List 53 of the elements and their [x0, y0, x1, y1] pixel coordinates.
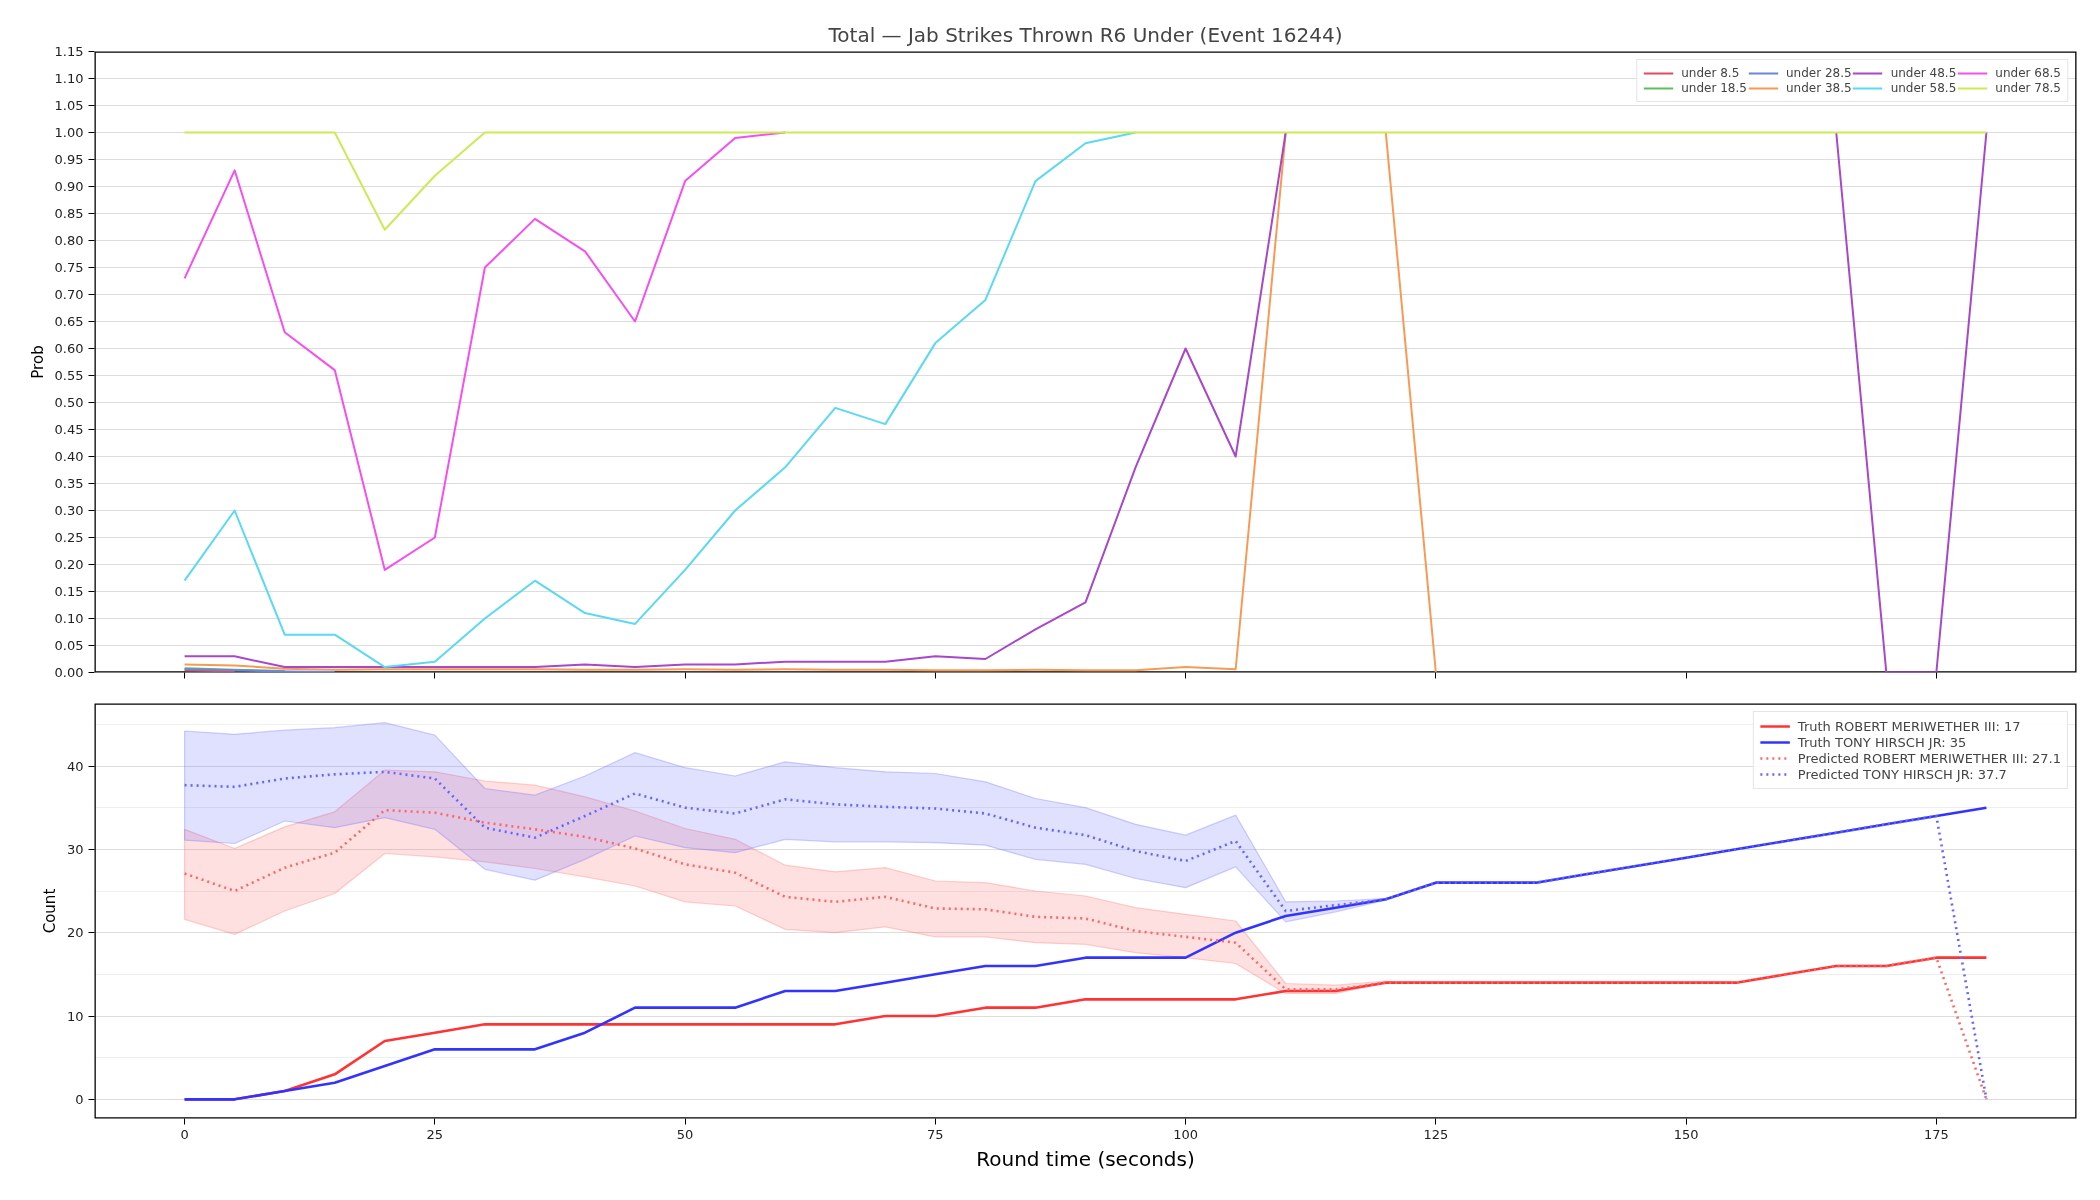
y-tick-label: 30 [66, 841, 84, 857]
legend-label: under 78.5 [1995, 81, 2061, 95]
y-tick-label: 0.35 [54, 476, 84, 491]
y-tick-label: 0.05 [54, 638, 84, 653]
legend-label: under 18.5 [1681, 81, 1747, 95]
y-tick-label: 0.40 [54, 449, 84, 464]
y-tick-label: 0.70 [54, 287, 84, 302]
legend-label: under 28.5 [1785, 66, 1852, 80]
y-tick-label: 1.00 [54, 125, 84, 140]
legend-label: under 8.5 [1681, 66, 1740, 80]
legend-label: Predicted ROBERT MERIWETHER III: 27.1 [1797, 750, 2061, 766]
x-tick-label: 25 [426, 1126, 444, 1142]
legend-label: under 38.5 [1785, 81, 1852, 95]
x-tick-label: 0 [180, 1126, 189, 1142]
y-tick-label: 0.75 [54, 260, 84, 275]
y-tick-label: 0.00 [54, 665, 84, 680]
x-tick-label: 175 [1923, 1126, 1949, 1142]
x-tick-label: 50 [676, 1126, 694, 1142]
chart-title: Total — Jab Strikes Thrown R6 Under (Event 16244) [827, 22, 1343, 47]
y-tick-label: 0.80 [54, 233, 84, 248]
y-tick-label: 0.55 [54, 368, 84, 383]
y-axis-title: Count [40, 888, 59, 934]
y-axis-title: Prob [28, 345, 47, 379]
y-tick-label: 0.95 [54, 152, 84, 167]
y-tick-label: 0.65 [54, 314, 84, 329]
y-tick-label: 0.30 [54, 503, 84, 518]
legend-label: under 58.5 [1890, 81, 1957, 95]
y-tick-label: 0.50 [54, 395, 84, 410]
y-tick-label: 1.15 [54, 44, 84, 59]
y-tick-label: 0.15 [54, 584, 84, 599]
legend-label: under 68.5 [1995, 66, 2061, 80]
y-tick-label: 0.10 [54, 611, 84, 626]
y-tick-label: 0.60 [54, 341, 84, 356]
legend-label: Truth TONY HIRSCH JR: 35 [1797, 734, 1967, 750]
y-tick-label: 10 [66, 1008, 84, 1024]
y-tick-label: 0.20 [54, 557, 84, 572]
x-tick-label: 100 [1173, 1126, 1199, 1142]
x-tick-label: 125 [1423, 1126, 1449, 1142]
legend-label: Truth ROBERT MERIWETHER III: 17 [1797, 718, 2021, 734]
y-tick-label: 0 [75, 1091, 84, 1107]
x-axis-title: Round time (seconds) [976, 1146, 1195, 1171]
y-tick-label: 1.05 [54, 98, 84, 113]
y-tick-label: 0.45 [54, 422, 84, 437]
legend-label: Predicted TONY HIRSCH JR: 37.7 [1797, 766, 2007, 782]
x-tick-label: 150 [1673, 1126, 1699, 1142]
y-tick-label: 0.85 [54, 206, 84, 221]
y-tick-label: 40 [66, 758, 84, 774]
x-tick-label: 75 [927, 1126, 944, 1142]
y-tick-label: 0.25 [54, 530, 84, 545]
legend-label: under 48.5 [1890, 66, 1957, 80]
y-tick-label: 1.10 [54, 71, 84, 86]
y-tick-label: 20 [66, 925, 84, 941]
y-tick-label: 0.90 [54, 179, 84, 194]
